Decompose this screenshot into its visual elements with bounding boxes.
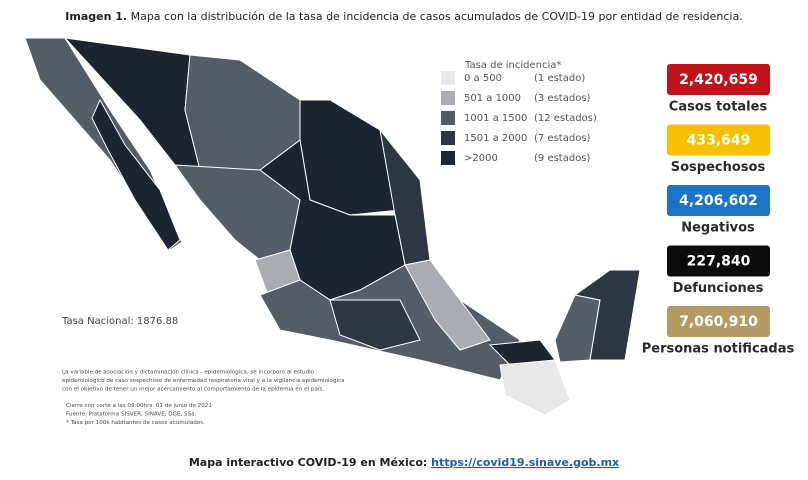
stat-label: Negativos: [681, 221, 755, 236]
stat-value: 7,060,910: [679, 314, 758, 330]
stats: 2,420,659 Casos totales 433,649 Sospechosos…: [642, 64, 795, 357]
legend-range: 501 a 1000: [464, 93, 521, 104]
legend-swatch: [441, 91, 455, 105]
legend-count: (1 estado): [534, 73, 585, 84]
note-line: Cierre con corte a las 09:00hrs. 01 de j…: [66, 403, 212, 409]
stat-box: [667, 185, 770, 216]
legend-swatch: [441, 151, 455, 165]
title: Imagen 1. Mapa con la distribución de la…: [65, 10, 742, 23]
stat-label: Sospechosos: [671, 160, 766, 175]
note-line: La variable de asociación y dictaminació…: [62, 369, 315, 376]
region: [329, 299, 421, 351]
legend-range: >2000: [464, 153, 498, 164]
stat-box: [667, 124, 770, 156]
legend-count: (12 estados): [534, 113, 597, 124]
national-rate: Tasa Nacional: 1876.88: [61, 316, 178, 327]
note-line: epidemiológico de caso sospechoso de enf…: [62, 377, 345, 384]
stat-label: Casos totales: [669, 100, 768, 115]
region: [499, 359, 571, 416]
legend: 0 a 500 (1 estado) 501 a 1000 (3 estados) 10…: [441, 71, 597, 165]
legend-count: (9 estados): [534, 153, 591, 164]
stat-label: Personas notificadas: [642, 342, 795, 357]
map: [24, 37, 641, 416]
notes: La variable de asociación y dictaminació…: [62, 369, 345, 427]
legend-title: Tasa de incidencia*: [464, 60, 561, 71]
footer: Mapa interactivo COVID-19 en México: htt…: [189, 456, 619, 469]
title-text: Mapa con la distribución de la tasa de i…: [131, 10, 743, 23]
footer-text: Mapa interactivo COVID-19 en México:: [189, 456, 427, 469]
note-line: * Tasa por 100k habitantes de casos acum…: [66, 420, 205, 426]
legend-count: (7 estados): [534, 133, 591, 144]
region: [573, 269, 641, 361]
stat-value: 227,840: [687, 254, 751, 270]
legend-range: 1001 a 1500: [464, 113, 527, 124]
note-line: Fuente: Plataforma SISVER, SINAVE, DGE, …: [66, 412, 197, 418]
legend-swatch: [441, 71, 455, 85]
legend-swatch: [441, 111, 455, 125]
stat-value: 2,420,659: [679, 72, 758, 88]
stat-value: 433,649: [687, 133, 751, 149]
title-label: Imagen 1.: [65, 10, 127, 23]
stat-value: 4,206,602: [679, 193, 758, 209]
legend-count: (3 estados): [534, 93, 591, 104]
stat-box: [667, 306, 770, 337]
note-line: con el objetivo de tener un mejor acerca…: [62, 386, 324, 393]
stat-label: Defunciones: [673, 281, 764, 296]
legend-range: 0 a 500: [464, 73, 502, 84]
stat-box: [667, 245, 770, 277]
stat-box: [667, 64, 770, 95]
footer-link[interactable]: https://covid19.sinave.gob.mx: [431, 456, 619, 469]
region: [91, 98, 181, 251]
legend-swatch: [441, 131, 455, 145]
region: [404, 259, 491, 351]
legend-range: 1501 a 2000: [464, 133, 527, 144]
